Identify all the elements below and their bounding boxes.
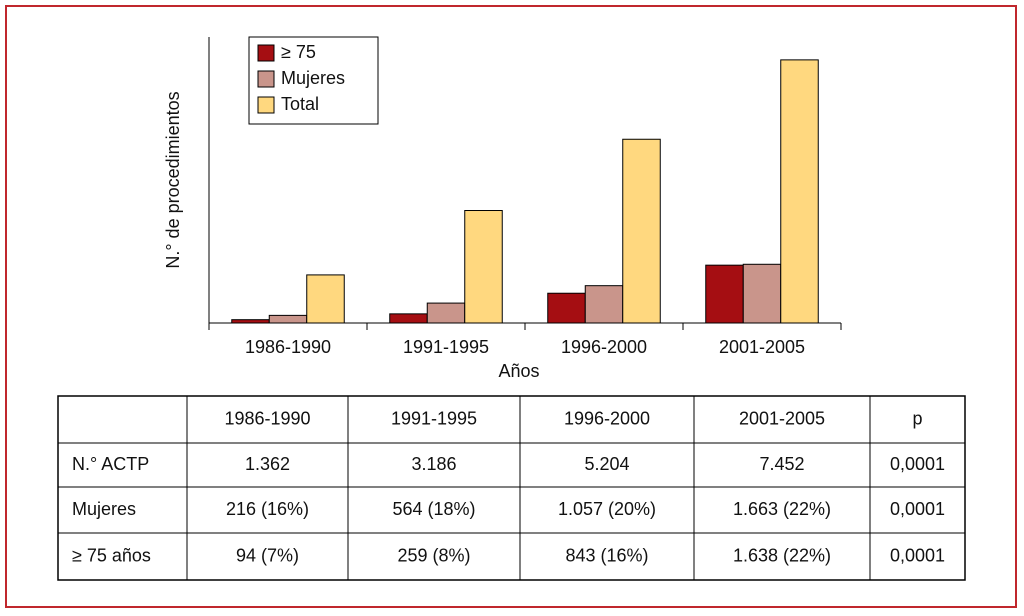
x-tick-label: 2001-2005	[719, 337, 805, 357]
table-header: p	[912, 408, 922, 428]
table-header: 1991-1995	[391, 408, 477, 428]
bar	[464, 210, 503, 324]
table-cell: 216 (16%)	[226, 499, 309, 519]
x-axis-label: Años	[498, 361, 539, 381]
table-cell: 564 (18%)	[392, 499, 475, 519]
table-cell: 259 (8%)	[397, 545, 470, 565]
frame	[5, 5, 1017, 608]
bar	[622, 138, 661, 324]
table-header: 1986-1990	[224, 408, 310, 428]
legend-label: ≥ 75	[281, 42, 316, 62]
legend-label: Total	[281, 94, 319, 114]
table-border	[57, 395, 966, 581]
legend-swatch	[257, 96, 275, 114]
table-cell: 5.204	[584, 454, 629, 474]
bar	[268, 314, 308, 324]
table-row-label: N.° ACTP	[72, 454, 149, 474]
bar	[426, 302, 466, 324]
bar	[389, 313, 428, 324]
bar	[584, 285, 624, 324]
table-header: 2001-2005	[739, 408, 825, 428]
bar	[547, 292, 586, 324]
bar	[780, 59, 819, 324]
table-cell: 0,0001	[890, 454, 945, 474]
table-cell: 1.663 (22%)	[733, 499, 831, 519]
legend-swatch	[257, 70, 275, 88]
x-tick-label: 1991-1995	[403, 337, 489, 357]
table-cell: 1.362	[245, 454, 290, 474]
x-tick-label: 1986-1990	[245, 337, 331, 357]
table-cell: 843 (16%)	[565, 545, 648, 565]
table-cell: 7.452	[759, 454, 804, 474]
table-cell: 3.186	[411, 454, 456, 474]
table-header: 1996-2000	[564, 408, 650, 428]
table-cell: 94 (7%)	[236, 545, 299, 565]
legend-swatch	[257, 44, 275, 62]
table-cell: 1.057 (20%)	[558, 499, 656, 519]
legend-label: Mujeres	[281, 68, 345, 88]
y-axis-label: N.° de procedimientos	[163, 91, 183, 268]
bar	[705, 264, 744, 324]
table-cell: 0,0001	[890, 499, 945, 519]
table-cell: 1.638 (22%)	[733, 545, 831, 565]
table-row-label: ≥ 75 años	[72, 545, 151, 565]
bar	[742, 263, 782, 324]
bar	[306, 274, 345, 324]
table-cell: 0,0001	[890, 545, 945, 565]
x-tick-label: 1996-2000	[561, 337, 647, 357]
table-row-label: Mujeres	[72, 499, 136, 519]
